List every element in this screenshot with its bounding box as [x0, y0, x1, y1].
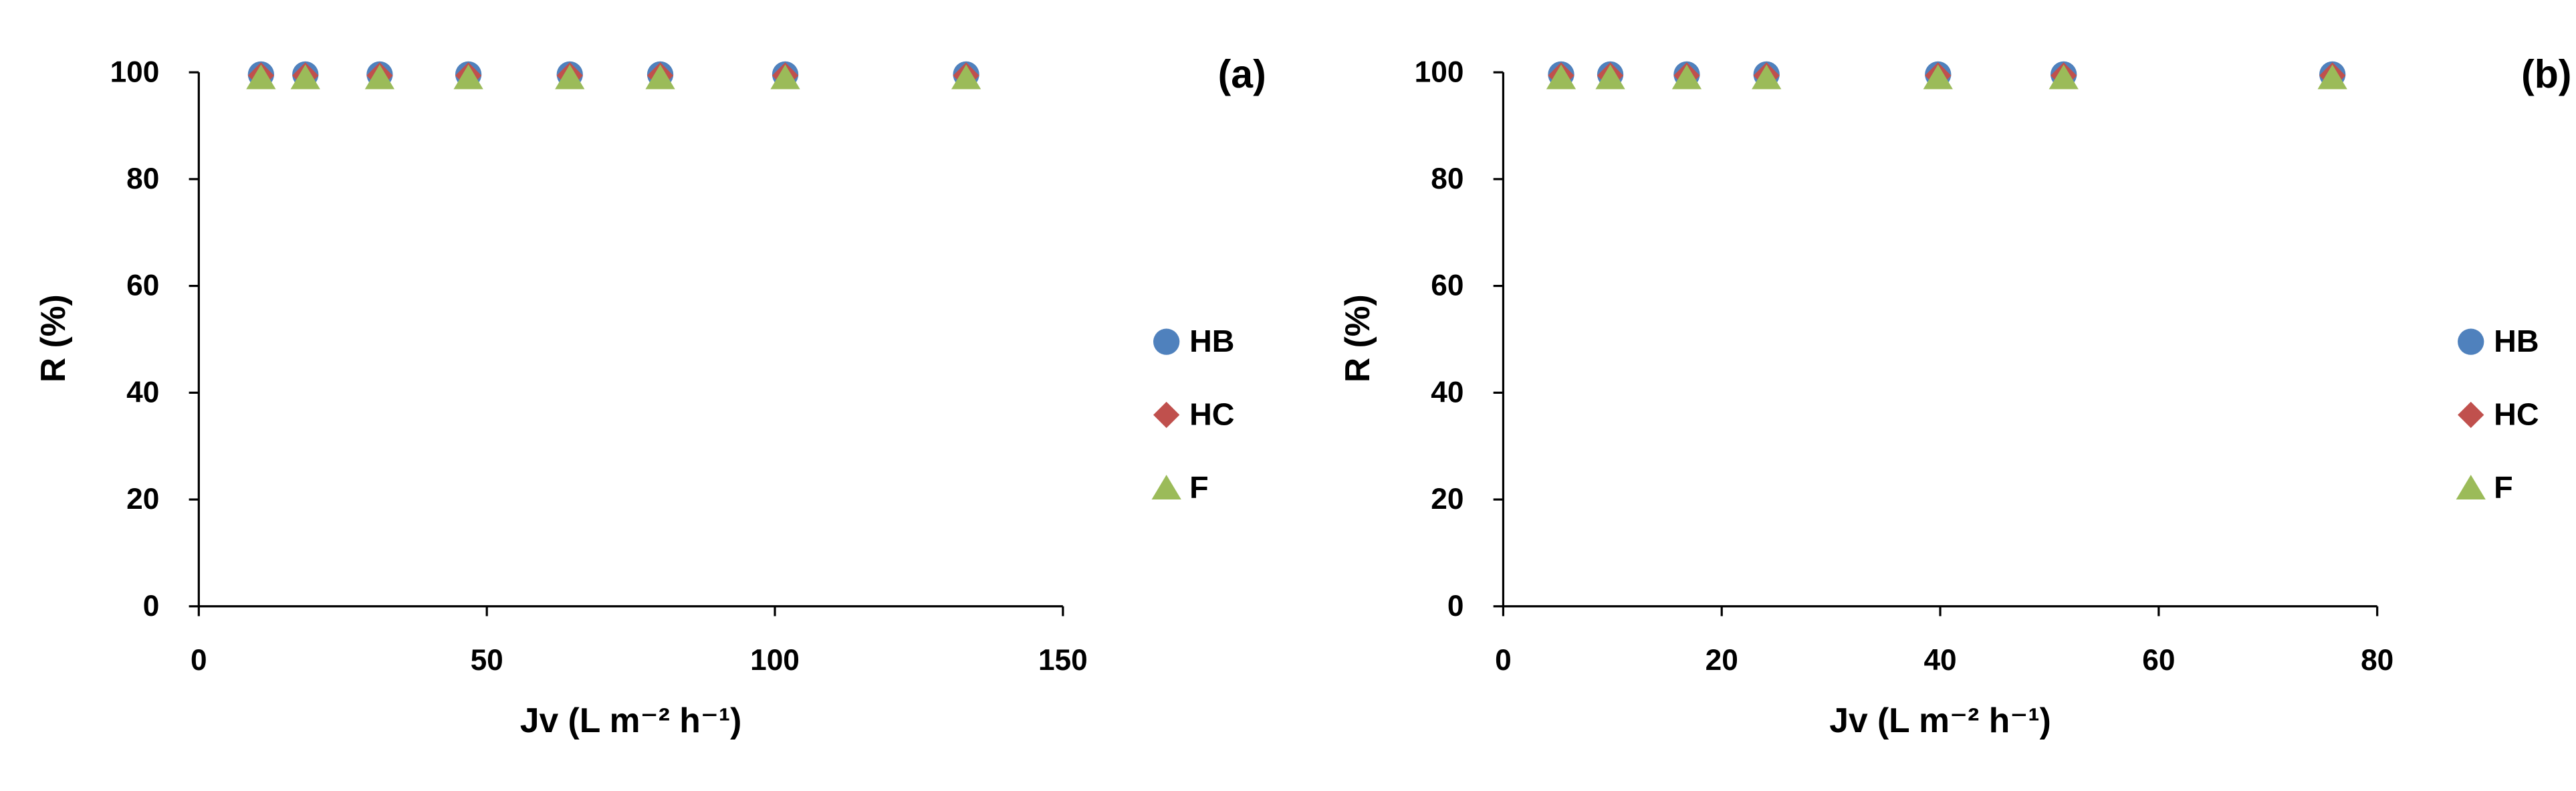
marker — [453, 64, 483, 90]
y-tick-label: 60 — [126, 269, 159, 302]
y-tick-label: 0 — [1447, 590, 1464, 623]
x-axis-label: Jv (L m⁻² h⁻¹) — [520, 701, 742, 740]
legend-label: HC — [2494, 397, 2539, 431]
marker — [645, 64, 675, 90]
x-tick-label: 0 — [1495, 644, 1512, 677]
x-tick-label: 40 — [1923, 644, 1956, 677]
marker — [1671, 64, 1702, 90]
legend-label: HC — [1189, 397, 1234, 431]
x-tick-label: 20 — [1706, 644, 1738, 677]
x-tick-label: 150 — [1038, 644, 1088, 677]
marker — [951, 64, 981, 90]
legend-label: HB — [2494, 324, 2539, 358]
x-tick-label: 60 — [2142, 644, 2175, 677]
legend-marker — [1153, 401, 1180, 429]
marker — [364, 64, 395, 90]
marker — [1923, 64, 1953, 90]
marker — [2048, 64, 2079, 90]
y-axis-label: R (%) — [1338, 294, 1377, 382]
panel-label: (b) — [2521, 53, 2571, 96]
legend-marker — [1153, 328, 1180, 355]
marker — [555, 64, 585, 90]
legend-marker — [2456, 475, 2486, 500]
y-tick-label: 20 — [126, 483, 159, 516]
legend-marker — [1151, 475, 1181, 500]
y-axis-label: R (%) — [33, 294, 72, 382]
x-tick-label: 0 — [191, 644, 207, 677]
y-tick-label: 80 — [126, 162, 159, 195]
marker — [246, 64, 276, 90]
y-tick-label: 0 — [143, 590, 160, 623]
legend-marker — [2458, 401, 2484, 429]
legend-label: F — [2494, 470, 2513, 505]
marker — [1546, 64, 1576, 90]
panel-label: (a) — [1218, 53, 1266, 96]
y-tick-label: 80 — [1431, 162, 1463, 195]
y-tick-label: 100 — [110, 55, 160, 88]
y-tick-label: 100 — [1415, 55, 1464, 88]
x-tick-label: 50 — [471, 644, 503, 677]
y-tick-label: 40 — [126, 376, 159, 409]
legend-label: HB — [1189, 324, 1234, 358]
legend-label: F — [1189, 470, 1209, 505]
y-tick-label: 60 — [1431, 269, 1463, 302]
marker — [290, 64, 320, 90]
marker — [1595, 64, 1625, 90]
marker — [1752, 64, 1782, 90]
marker — [2317, 64, 2347, 90]
x-axis-label: Jv (L m⁻² h⁻¹) — [1829, 701, 2051, 740]
legend-marker — [2458, 328, 2484, 355]
marker — [770, 64, 800, 90]
x-tick-label: 80 — [2361, 644, 2393, 677]
x-tick-label: 100 — [750, 644, 800, 677]
y-tick-label: 20 — [1431, 483, 1463, 516]
y-tick-label: 40 — [1431, 376, 1463, 409]
